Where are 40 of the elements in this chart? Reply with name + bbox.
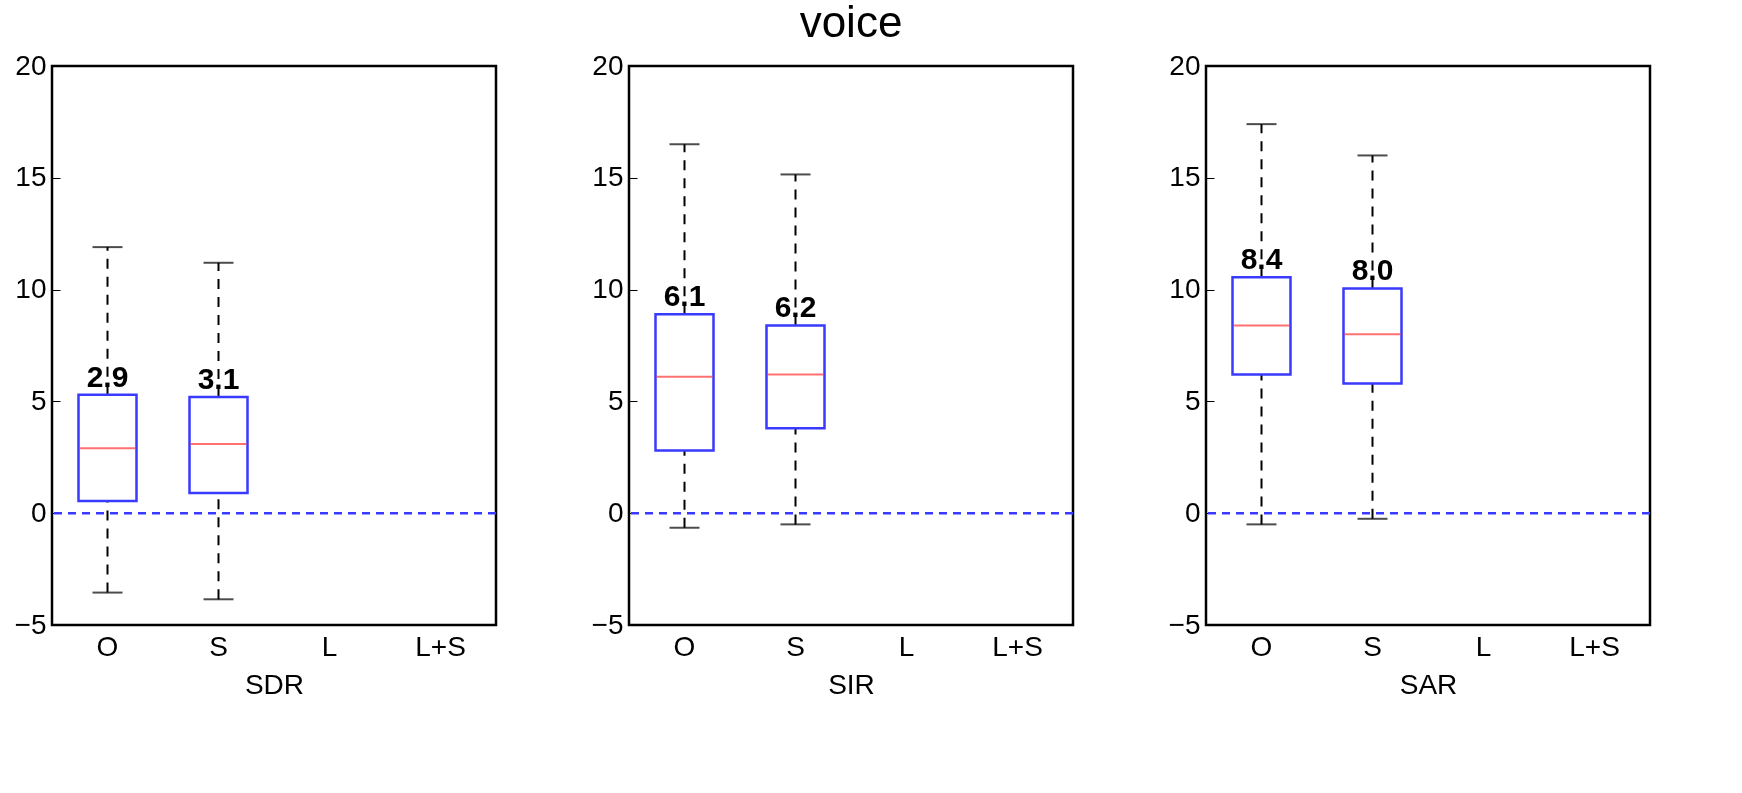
annotation: 3.1	[197, 361, 240, 395]
y-tick-label: 15	[592, 161, 624, 193]
y-tick-label: 10	[15, 273, 47, 305]
y-tick-label: 10	[592, 273, 624, 305]
y-tick-label: 20	[15, 49, 47, 81]
y-tick-label: 5	[607, 384, 624, 416]
x-tick-label: L+S	[1569, 630, 1620, 662]
y-tick-label: 0	[1184, 496, 1201, 528]
y-tick-label: 20	[592, 49, 624, 81]
annotation: 2.9	[86, 359, 129, 393]
x-axis-title: SDR	[244, 668, 305, 700]
annotation: 6.1	[663, 279, 706, 313]
x-tick-label: O	[673, 630, 696, 662]
x-tick-label: S	[1363, 630, 1382, 662]
x-tick-label: O	[96, 630, 119, 662]
x-tick-label: L+S	[992, 630, 1043, 662]
x-axis-title: SAR	[1399, 668, 1458, 700]
x-tick-label: S	[786, 630, 805, 662]
y-tick-label: 10	[1169, 273, 1201, 305]
annotation: 6.2	[774, 290, 817, 324]
annotation: 8.0	[1351, 253, 1394, 287]
y-tick-label: 5	[30, 384, 47, 416]
x-axis-title: SIR	[828, 668, 875, 700]
y-tick-label: −5	[1168, 608, 1201, 640]
y-tick-label: 0	[30, 496, 47, 528]
y-tick-label: 20	[1169, 49, 1201, 81]
x-tick-label: L	[1475, 630, 1492, 662]
y-tick-label: 0	[607, 496, 624, 528]
y-tick-label: −5	[591, 608, 624, 640]
chart-title: voice	[799, 0, 903, 46]
annotation: 8.4	[1240, 242, 1283, 276]
y-tick-label: 5	[1184, 384, 1201, 416]
x-tick-label: O	[1250, 630, 1273, 662]
x-tick-label: S	[209, 630, 228, 662]
y-tick-label: 15	[1169, 161, 1201, 193]
x-tick-label: L+S	[415, 630, 466, 662]
x-tick-label: L	[321, 630, 338, 662]
y-tick-label: 15	[15, 161, 47, 193]
y-tick-label: −5	[14, 608, 47, 640]
x-tick-label: L	[898, 630, 915, 662]
